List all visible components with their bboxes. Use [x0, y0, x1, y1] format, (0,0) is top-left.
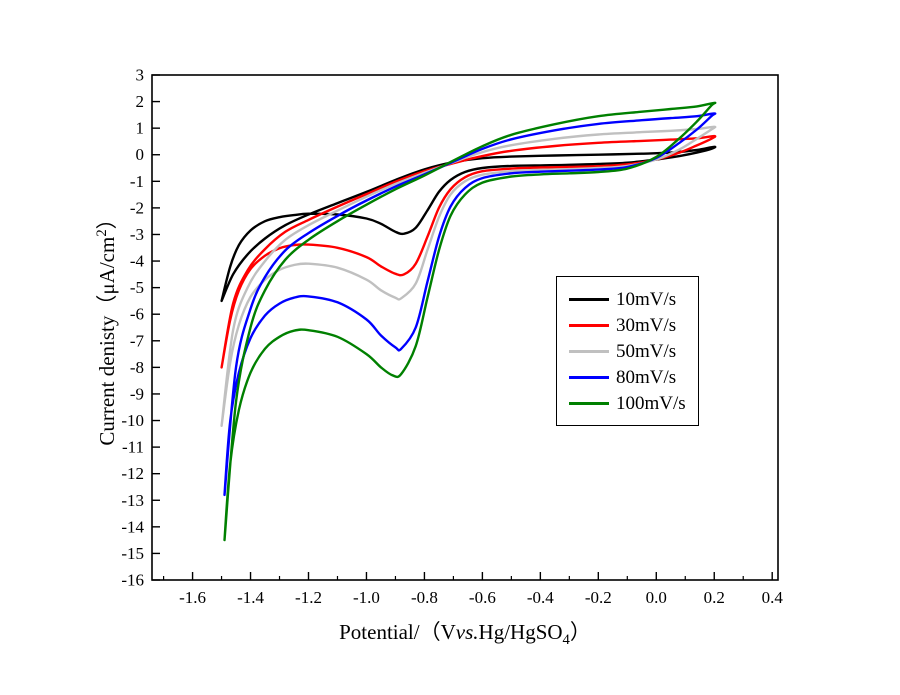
x-tick-label: 0.2 — [704, 588, 725, 607]
x-tick-label: -0.6 — [469, 588, 496, 607]
x-axis-title-post: Hg/HgSO — [478, 620, 563, 644]
y-tick-label: -16 — [121, 571, 144, 590]
x-tick-label: -0.4 — [527, 588, 554, 607]
plot-border — [151, 74, 779, 581]
x-axis-title-pre: Potential/（V — [339, 620, 456, 644]
legend: 10mV/s 30mV/s 50mV/s 80mV/s 100mV/s — [556, 276, 699, 426]
y-tick-label: -7 — [130, 331, 145, 350]
y-tick-label: -9 — [130, 384, 144, 403]
y-tick-label: -12 — [121, 464, 144, 483]
legend-label: 80mV/s — [616, 366, 677, 388]
legend-entry: 10mV/s — [569, 286, 686, 312]
y-axis-title: Current denisty（μA/cm2） — [91, 208, 121, 445]
y-tick-label: -3 — [130, 225, 144, 244]
y-tick-label: -11 — [122, 438, 144, 457]
x-tick-label: -1.6 — [179, 588, 206, 607]
x-axis-title-vs: vs. — [455, 620, 479, 644]
y-tick-label: 0 — [136, 145, 145, 164]
legend-entry: 100mV/s — [569, 390, 686, 416]
x-axis-title-close: ） — [569, 620, 591, 644]
x-tick-label: 0.0 — [646, 588, 667, 607]
y-tick-label: 3 — [136, 66, 145, 85]
y-tick-label: -2 — [130, 198, 144, 217]
legend-entry: 30mV/s — [569, 312, 686, 338]
x-tick-label: -0.8 — [411, 588, 438, 607]
y-tick-label: -5 — [130, 278, 144, 297]
series-line-100mVs — [223, 101, 717, 542]
y-tick-label: -10 — [121, 411, 144, 430]
y-tick-label: -15 — [121, 544, 144, 563]
legend-line-sample — [569, 401, 609, 405]
legend-line-sample — [569, 375, 609, 379]
y-tick-label: -13 — [121, 491, 144, 510]
series-line-30mVs — [220, 134, 717, 369]
legend-label: 10mV/s — [616, 288, 677, 310]
legend-entry: 50mV/s — [569, 338, 686, 364]
y-axis-title-sup: 2 — [94, 229, 110, 237]
legend-entry: 80mV/s — [569, 364, 686, 390]
x-tick-label: -0.2 — [585, 588, 612, 607]
y-axis-title-pre: Current denisty（μA/cm — [95, 236, 119, 446]
x-axis-title: Potential/（Vvs.Hg/HgSO4） — [339, 616, 591, 649]
legend-label: 100mV/s — [616, 392, 686, 414]
legend-label: 50mV/s — [616, 340, 677, 362]
y-tick-label: 1 — [136, 119, 145, 138]
y-tick-label: -1 — [130, 172, 144, 191]
series-line-80mVs — [223, 112, 717, 497]
x-tick-label: -1.2 — [295, 588, 322, 607]
y-axis-title-close: ） — [95, 208, 119, 230]
y-tick-label: -14 — [121, 517, 144, 536]
y-tick-label: -6 — [130, 305, 144, 324]
y-tick-label: -8 — [130, 358, 144, 377]
x-tick-label: -1.0 — [353, 588, 380, 607]
legend-label: 30mV/s — [616, 314, 677, 336]
x-tick-label: -1.4 — [237, 588, 264, 607]
legend-line-sample — [569, 349, 609, 353]
legend-line-sample — [569, 297, 609, 301]
x-tick-label: 0.4 — [762, 588, 784, 607]
y-tick-label: -4 — [130, 252, 145, 271]
legend-line-sample — [569, 323, 609, 327]
x-axis-title-sub: 4 — [562, 632, 570, 649]
y-tick-label: 2 — [136, 92, 145, 111]
